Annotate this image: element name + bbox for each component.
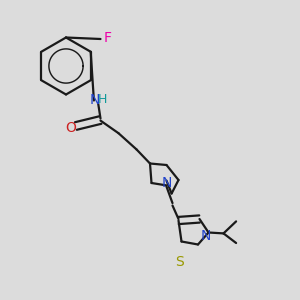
- Text: N: N: [161, 176, 172, 190]
- Text: O: O: [65, 121, 76, 134]
- Text: S: S: [176, 255, 184, 269]
- Text: N: N: [89, 94, 100, 107]
- Text: H: H: [98, 93, 108, 106]
- Text: N: N: [200, 229, 211, 242]
- Text: F: F: [104, 31, 112, 44]
